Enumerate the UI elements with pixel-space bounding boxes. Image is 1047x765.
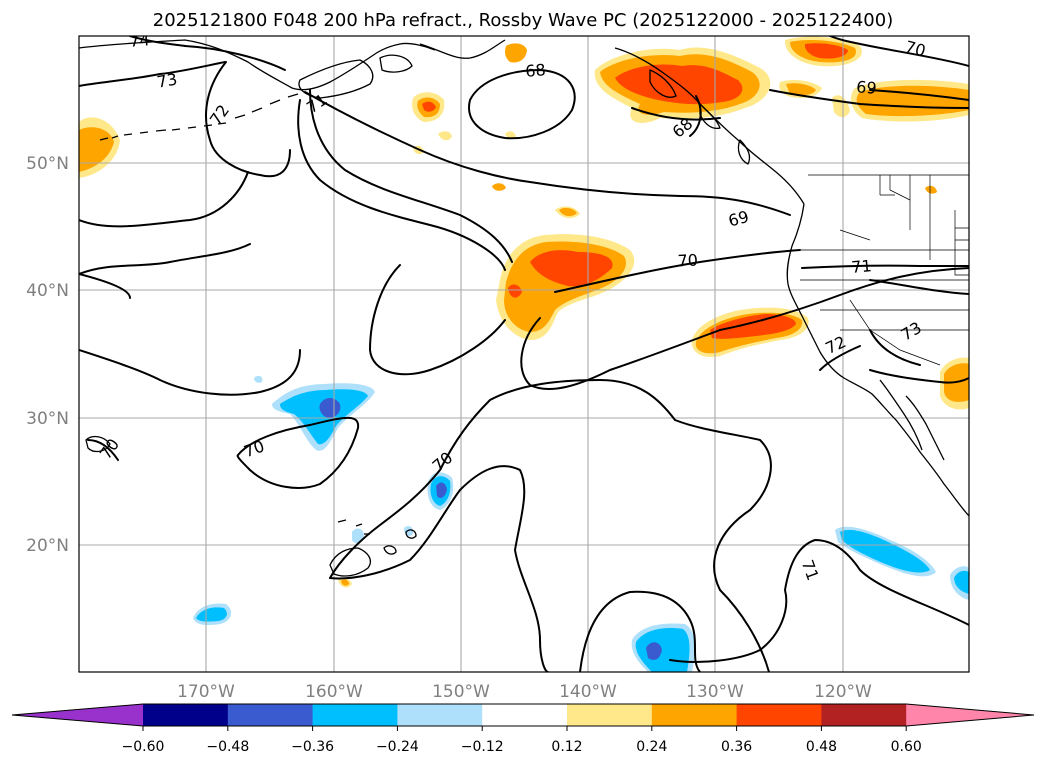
contour-label: 70	[677, 250, 698, 270]
colorbar: −0.60 −0.48 −0.36 −0.24 −0.12 0.12 0.24 0.36 0.4…	[11, 703, 1035, 755]
lon-label-130w: 130°W	[686, 682, 744, 702]
refractivity-contours	[79, 36, 969, 672]
lat-label-40n: 40°N	[26, 281, 69, 301]
colorbar-segment	[821, 704, 907, 726]
map-panel: 74 73 72 71 68 68 70 69 69 70 71 72 73 7…	[78, 30, 970, 673]
contour-label: 71	[851, 256, 873, 277]
political-borders	[790, 174, 969, 366]
plot-title: 2025121800 F048 200 hPa refract., Rossby…	[153, 10, 894, 31]
lon-label-170w: 170°W	[177, 682, 235, 702]
colorbar-tick-label: 0.48	[806, 739, 837, 755]
contour-label: 69	[856, 77, 878, 98]
lon-label-160w: 160°W	[305, 682, 363, 702]
colorbar-segment	[482, 704, 568, 726]
lon-label-140w: 140°W	[559, 682, 617, 702]
colorbar-tick-label: 0.24	[636, 739, 667, 755]
colorbar-extend-min	[12, 704, 143, 726]
colorbar-tick-label: −0.24	[376, 739, 419, 755]
colorbar-segment	[143, 704, 229, 726]
lat-label-20n: 20°N	[26, 536, 69, 556]
colorbar-tick-label: −0.48	[206, 739, 249, 755]
longitude-labels: 170°W 160°W 150°W 140°W 130°W 120°W	[177, 682, 872, 702]
colorbar-segment	[397, 704, 483, 726]
negative-anomaly-shading	[193, 375, 969, 672]
colorbar-segment	[312, 704, 398, 726]
lon-label-120w: 120°W	[814, 682, 872, 702]
colorbar-segment	[651, 704, 738, 726]
lon-label-150w: 150°W	[432, 682, 490, 702]
contour-label: 73	[155, 69, 178, 91]
contour-label: 68	[525, 60, 547, 81]
lat-label-30n: 30°N	[26, 409, 69, 429]
colorbar-tick-label: −0.12	[461, 739, 504, 755]
contour-label: 70	[903, 37, 928, 61]
colorbar-tick-label: −0.36	[291, 739, 334, 755]
coastlines	[79, 39, 969, 577]
colorbar-segment	[567, 704, 653, 726]
colorbar-segment	[736, 704, 822, 726]
contour-label: 74	[129, 30, 151, 51]
contour-label: 69	[726, 207, 751, 231]
map-frame	[78, 35, 970, 673]
lat-label-50n: 50°N	[26, 154, 69, 174]
colorbar-tick-label: 0.36	[721, 739, 752, 755]
colorbar-tick-label: 0.12	[551, 739, 582, 755]
colorbar-tick-label: 0.60	[891, 739, 922, 755]
colorbar-segment	[227, 704, 314, 726]
colorbar-tick-label: −0.60	[122, 739, 165, 755]
colorbar-extend-max	[906, 704, 1034, 726]
latitude-labels: 50°N 40°N 30°N 20°N	[26, 154, 69, 556]
